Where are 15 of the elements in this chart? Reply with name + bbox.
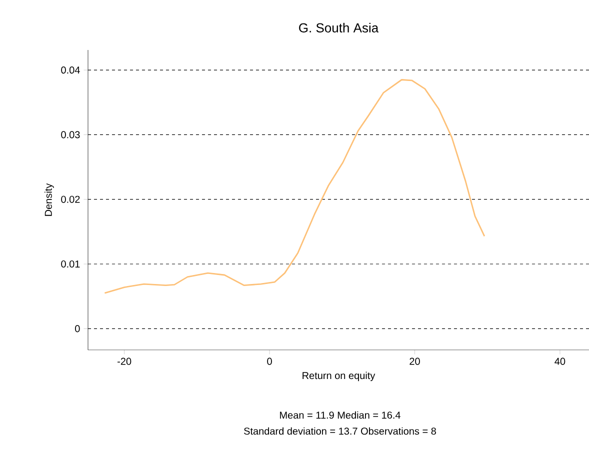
y-tick-label: 0 <box>75 325 80 332</box>
y-tick-label: 0.02 <box>61 196 80 203</box>
y-tick-label: 0.01 <box>61 260 80 268</box>
chart-title: G. South Asia <box>299 22 379 32</box>
text: Standard deviation = 13.7 Observations = 8 <box>244 427 436 435</box>
text: Mean = 11.9 Median = 16.4 <box>280 411 400 419</box>
x-tick-label: 20 <box>410 358 420 365</box>
line-series <box>104 79 486 294</box>
x-tick-label: 0 <box>267 358 272 365</box>
x-tick-label: -20 <box>118 358 132 365</box>
y-tick-label: 0.04 <box>61 66 80 74</box>
y-axis-title: Density <box>44 183 54 216</box>
x-axis-title: Return on equity <box>302 372 376 382</box>
y-tick-label: 0.03 <box>61 131 80 138</box>
x-tick-label: 40 <box>554 358 566 365</box>
